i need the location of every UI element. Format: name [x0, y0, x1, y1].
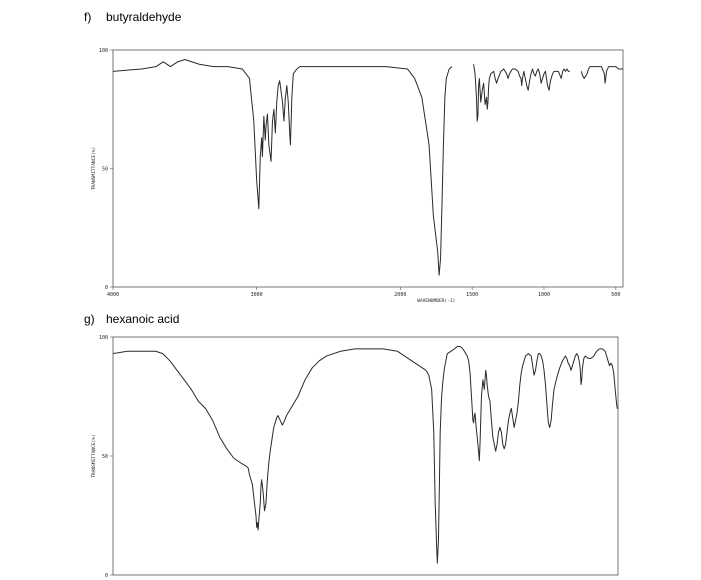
- panel-g-label: g) hexanoic acid: [84, 312, 179, 326]
- y-tick-label: 50: [102, 454, 108, 460]
- x-tick-label: 500: [611, 292, 620, 298]
- spectrum-line-segment: [473, 64, 570, 122]
- y-tick-label: 100: [99, 335, 108, 341]
- spectrum-line-segment: [580, 66, 623, 84]
- x-tick-label: 2000: [394, 292, 406, 298]
- panel-g-name: hexanoic acid: [106, 312, 180, 326]
- y-tick-label: 50: [102, 167, 108, 173]
- plot-frame: [112, 336, 619, 576]
- panel-f-name: butyraldehyde: [106, 10, 182, 24]
- spectrum-panel-1: 0 50 100 TRANSMITTANCE(%): [91, 335, 619, 579]
- y-tick-label: 0: [105, 573, 108, 579]
- panel-g-letter: g): [84, 312, 95, 326]
- spectrum-line-segment: [112, 58, 453, 276]
- plot-frame: [112, 49, 624, 288]
- x-tick-label: 4000: [107, 292, 119, 298]
- x-tick-label: 1000: [538, 292, 550, 298]
- panel-f-letter: f): [84, 10, 92, 24]
- y-axis-label: TRANSMITTANCE(%): [91, 434, 97, 477]
- spectrum-line-segment: [112, 346, 618, 564]
- y-tick-label: 100: [99, 48, 108, 54]
- x-axis-label: WAVENUMBER(-1): [417, 298, 455, 304]
- x-tick-label: 1500: [466, 292, 478, 298]
- panel-f-label: f) butyraldehyde: [84, 10, 181, 24]
- x-tick-label: 3000: [251, 292, 263, 298]
- y-axis-label: TRANSMITTANCE(%): [91, 147, 97, 190]
- y-tick-label: 0: [105, 285, 108, 291]
- spectrum-panel-0: 0 50 100 TRANSMITTANCE(%) 4000 3000 2000 1500 10…: [91, 48, 624, 304]
